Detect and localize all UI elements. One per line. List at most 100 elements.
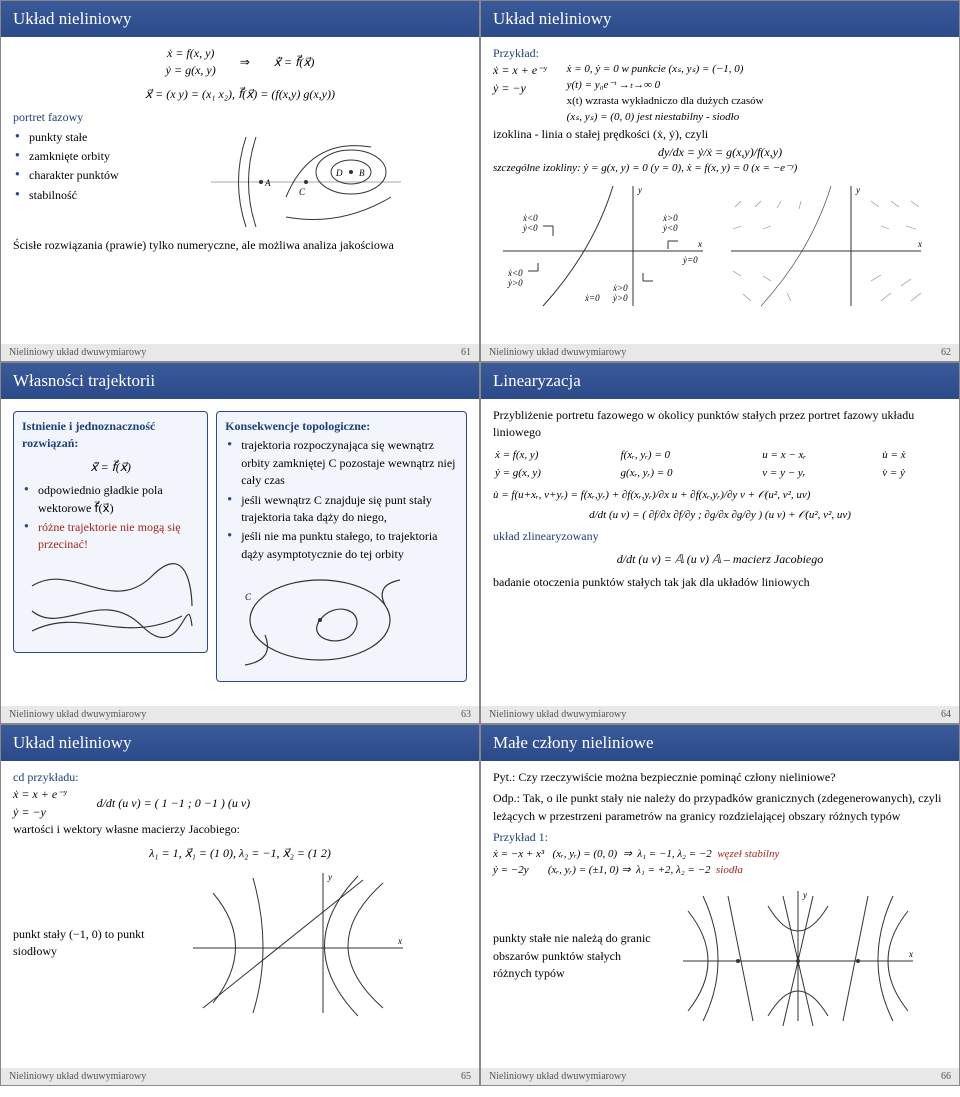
- footer-text: Nieliniowy układ dwuwymiarowy: [9, 709, 146, 720]
- svg-text:x: x: [697, 239, 702, 249]
- saddle-portrait: y x: [183, 868, 413, 1018]
- label: siodła: [716, 864, 743, 876]
- svg-text:y: y: [802, 890, 807, 900]
- eq: x⃗ = (x y) = (x₁ x₂), f⃗(x⃗) = (f(x,y) g…: [13, 86, 467, 103]
- svg-text:y: y: [637, 185, 642, 195]
- slide-62: Układ nieliniowy Przykład: ẋ = x + e⁻ʸ ẏ…: [481, 1, 959, 361]
- eq: ẋ⃗ = f⃗(x⃗): [22, 459, 199, 476]
- bullet: jeśli wewnątrz C znajduje się punt stały…: [225, 492, 458, 527]
- slide-body: cd przykładu: ẋ = x + e⁻ʸ ẏ = −y d/dt (u…: [1, 761, 479, 1068]
- eq: ẋ⃗ = f⃗(x⃗): [274, 54, 315, 71]
- eq: dy/dx = ẏ/ẋ = g(x,y)/f(x,y): [493, 144, 947, 161]
- slide-body: Przykład: ẋ = x + e⁻ʸ ẏ = −y ẋ = 0, ẏ = …: [481, 37, 959, 344]
- label: węzeł stabilny: [717, 848, 779, 860]
- text: y(t) = y₀e⁻ᵗ →ₜ→∞ 0: [567, 78, 947, 94]
- svg-text:D: D: [335, 168, 343, 178]
- svg-text:C: C: [299, 187, 306, 197]
- page-number: 65: [461, 1071, 471, 1082]
- eq: v = y − yᵣ: [762, 466, 880, 482]
- eq: d/dt (u v) = ( 1 −1 ; 0 −1 ) (u v): [97, 795, 251, 812]
- text: szczególne izokliny: ẏ = g(x, y) = 0 (y …: [493, 161, 947, 177]
- slide-64: Linearyzacja Przybliżenie portretu fazow…: [481, 363, 959, 723]
- eq: ẏ = g(x, y): [166, 62, 216, 79]
- text: x(t) wzrasta wykładniczo dla dużych czas…: [567, 94, 947, 110]
- slide-65: Układ nieliniowy cd przykładu: ẋ = x + e…: [1, 725, 479, 1085]
- svg-text:ẏ<0: ẏ<0: [662, 223, 678, 233]
- box-title: Istnienie i jednoznaczność rozwiązań:: [22, 418, 199, 453]
- slide-grid: Układ nieliniowy ẋ = f(x, y) ẏ = g(x, y)…: [0, 0, 960, 1086]
- eq: v̇ = ẏ: [882, 466, 945, 482]
- eq: ẋ = −x + x³ (xᵣ, yᵣ) = (0, 0) ⇒ λ₁ = −1,…: [493, 848, 717, 860]
- slide-63: Własności trajektorii Istnienie i jednoz…: [1, 363, 479, 723]
- implies: ⇒: [240, 54, 250, 71]
- answer: Odp.: Tak, o ile punkt stały nie należy …: [493, 790, 947, 825]
- note: Ścisłe rozwiązania (prawie) tylko numery…: [13, 237, 467, 254]
- svg-text:y: y: [327, 872, 332, 882]
- slide-title: Układ nieliniowy: [1, 725, 479, 761]
- slide-title: Małe człony nieliniowe: [481, 725, 959, 761]
- bullet: jeśli nie ma punktu stałego, to trajekto…: [225, 528, 458, 563]
- bullet: zamknięte orbity: [13, 148, 193, 165]
- eq: u̇ = f(u+xᵣ, v+yᵣ) = f(xᵣ,yᵣ) + ∂f(xᵣ,yᵣ…: [493, 488, 947, 504]
- slide-title: Własności trajektorii: [1, 363, 479, 399]
- footer-text: Nieliniowy układ dwuwymiarowy: [9, 1071, 146, 1082]
- slide-body: Istnienie i jednoznaczność rozwiązań: ẋ⃗…: [1, 399, 479, 706]
- svg-text:ẏ>0: ẏ>0: [507, 278, 523, 288]
- footer-text: Nieliniowy układ dwuwymiarowy: [489, 709, 626, 720]
- page-number: 62: [941, 347, 951, 358]
- trajectory-sketch: [22, 556, 197, 646]
- svg-text:B: B: [359, 168, 365, 178]
- svg-text:ẋ>0: ẋ>0: [612, 283, 628, 293]
- question: Pyt.: Czy rzeczywiście można bezpiecznie…: [493, 769, 947, 786]
- footer-text: Nieliniowy układ dwuwymiarowy: [9, 347, 146, 358]
- text: wartości i wektory własne macierzy Jacob…: [13, 821, 467, 838]
- eq: ẏ = −y: [493, 80, 547, 97]
- svg-text:y: y: [855, 185, 860, 195]
- text: (xₛ, yₛ) = (0, 0) jest niestabilny - sio…: [567, 110, 947, 126]
- page-number: 61: [461, 347, 471, 358]
- conclusion: punkty stałe nie należą do granic obszar…: [493, 930, 653, 982]
- bullet: odpowiednio gładkie pola wektorowe f⃗(x⃗…: [22, 482, 199, 517]
- slide-66: Małe człony nieliniowe Pyt.: Czy rzeczyw…: [481, 725, 959, 1085]
- text: izoklina - linia o stałej prędkości (ẋ, …: [493, 126, 947, 143]
- svg-text:x: x: [917, 239, 922, 249]
- page-number: 66: [941, 1071, 951, 1082]
- eq: u = x − xᵣ: [762, 448, 880, 464]
- svg-text:ẋ<0: ẋ<0: [507, 268, 523, 278]
- three-fixed-points-portrait: y x: [673, 886, 923, 1026]
- intro: Przybliżenie portretu fazowego w okolicy…: [493, 407, 947, 442]
- slide-body: Pyt.: Czy rzeczywiście można bezpiecznie…: [481, 761, 959, 1068]
- conclusion: punkt stały (−1, 0) to punkt siodłowy: [13, 926, 163, 961]
- subhead: portret fazowy: [13, 109, 467, 126]
- closed-orbit-sketch: C: [225, 565, 415, 675]
- eq: λ₁ = 1, x⃗₁ = (1 0), λ₂ = −1, x⃗₂ = (1 2…: [13, 845, 467, 862]
- subhead: układ zlinearyzowany: [493, 528, 947, 545]
- slide-body: ẋ = f(x, y) ẏ = g(x, y) ⇒ ẋ⃗ = f⃗(x⃗) x⃗…: [1, 37, 479, 344]
- box-title: Konsekwencje topologiczne:: [225, 418, 458, 435]
- slide-61: Układ nieliniowy ẋ = f(x, y) ẏ = g(x, y)…: [1, 1, 479, 361]
- eq: ẏ = g(x, y): [495, 466, 619, 482]
- eq: ẋ = x + e⁻ʸ: [13, 786, 67, 803]
- bullet: charakter punktów: [13, 167, 193, 184]
- eq: ẋ = f(x, y): [166, 45, 216, 62]
- bullet: punkty stałe: [13, 129, 193, 146]
- bullet: różne trajektorie nie mogą się przecinać…: [22, 519, 199, 554]
- page-number: 63: [461, 709, 471, 720]
- text: ẋ = 0, ẏ = 0 w punkcie (xₛ, yₛ) = (−1, 0…: [567, 62, 947, 78]
- page-number: 64: [941, 709, 951, 720]
- phase-portrait-sketch: A C D B: [201, 127, 411, 237]
- svg-text:ẋ>0: ẋ>0: [662, 213, 678, 223]
- svg-text:x: x: [908, 949, 913, 959]
- c-label: C: [245, 592, 252, 602]
- svg-text:ẋ=0: ẋ=0: [584, 293, 600, 303]
- svg-text:x: x: [397, 936, 402, 946]
- slide-title: Układ nieliniowy: [1, 1, 479, 37]
- conclusion: badanie otoczenia punktów stałych tak ja…: [493, 574, 947, 591]
- footer-text: Nieliniowy układ dwuwymiarowy: [489, 1071, 626, 1082]
- eq: u̇ = ẋ: [882, 448, 945, 464]
- footer-text: Nieliniowy układ dwuwymiarowy: [489, 347, 626, 358]
- svg-text:ẏ<0: ẏ<0: [522, 223, 538, 233]
- svg-text:A: A: [264, 178, 271, 188]
- eq: f(xᵣ, yᵣ) = 0: [621, 448, 761, 464]
- eq: d/dt (u v) = ( ∂f/∂x ∂f/∂y ; ∂g/∂x ∂g/∂y…: [493, 508, 947, 524]
